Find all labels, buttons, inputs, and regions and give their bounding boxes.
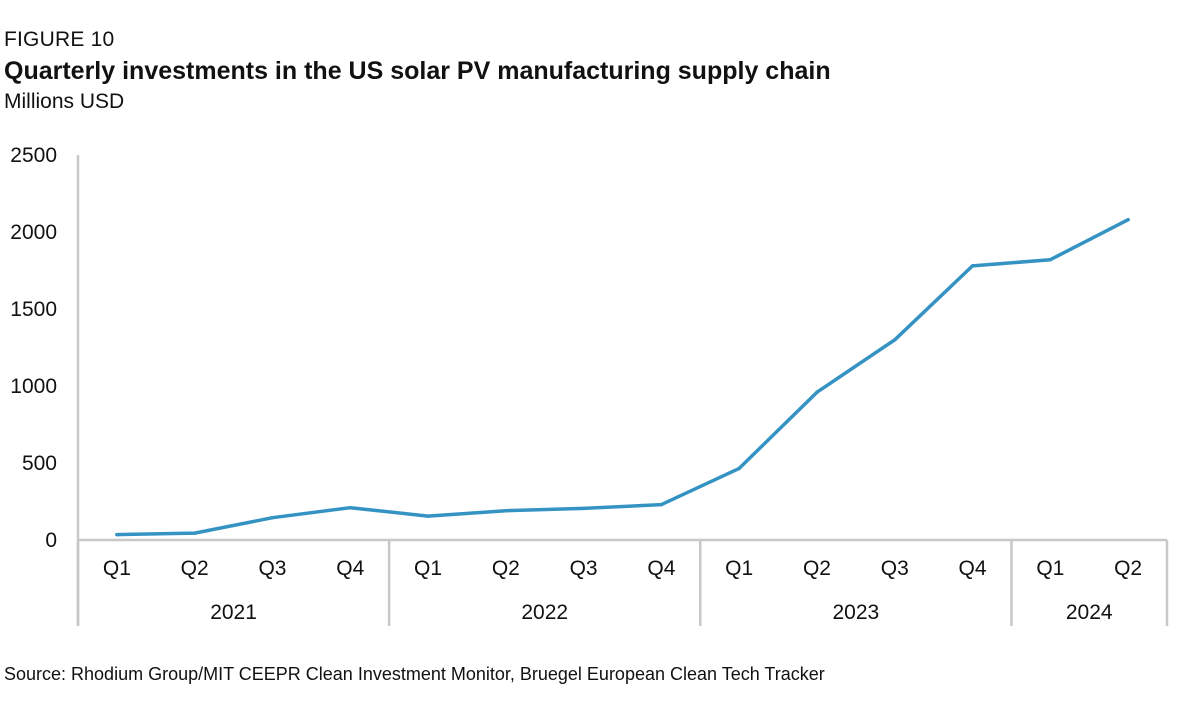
y-tick-label: 500 [22,452,57,475]
x-group-label-year: 2022 [521,601,568,624]
data-point [1048,258,1053,262]
data-point [659,502,664,507]
x-tick-label-quarter: Q1 [725,557,753,580]
source-note: Source: Rhodium Group/MIT CEEPR Clean In… [4,664,825,684]
x-tick-label-quarter: Q4 [647,557,675,580]
data-point [581,506,586,511]
x-tick-label-quarter: Q3 [881,557,909,580]
data-point [737,466,741,471]
x-group-label-year: 2021 [210,601,257,624]
y-tick-label: 2500 [10,144,57,167]
x-tick-label-quarter: Q4 [959,557,987,580]
y-tick-label: 0 [45,529,57,552]
x-tick-label-quarter: Q2 [803,557,831,580]
x-group-label-year: 2023 [832,601,879,624]
data-point [270,515,275,520]
data-point [192,531,197,535]
data-point [504,509,508,513]
x-tick-label-quarter: Q3 [570,557,598,580]
figure-label: FIGURE 10 [4,28,115,51]
y-tick-label: 1000 [10,375,57,398]
x-group-label-year: 2024 [1066,601,1113,624]
y-tick-label: 1500 [10,298,57,321]
x-tick-label-quarter: Q4 [336,557,364,580]
chart-subtitle-units: Millions USD [4,90,125,113]
x-tick-label-quarter: Q3 [258,557,286,580]
data-point [893,338,897,342]
x-tick-label-quarter: Q1 [1036,557,1064,580]
data-point [970,264,975,268]
x-tick-label-quarter: Q1 [103,557,131,580]
x-tick-label-quarter: Q2 [1114,557,1142,580]
y-tick-label: 2000 [10,221,57,244]
x-tick-label-quarter: Q1 [414,557,442,580]
data-point [1126,217,1130,222]
data-point [348,505,352,510]
data-point [815,390,819,394]
x-tick-label-quarter: Q2 [492,557,520,580]
y-axis: 0 500 1000 1500 2000 2500 [10,144,80,626]
chart-title: Quarterly investments in the US solar PV… [4,57,831,85]
data-point [115,532,119,537]
series-line [115,217,1130,537]
series-layer [115,217,1130,537]
data-point [426,514,430,518]
x-tick-label-quarter: Q2 [181,557,209,580]
